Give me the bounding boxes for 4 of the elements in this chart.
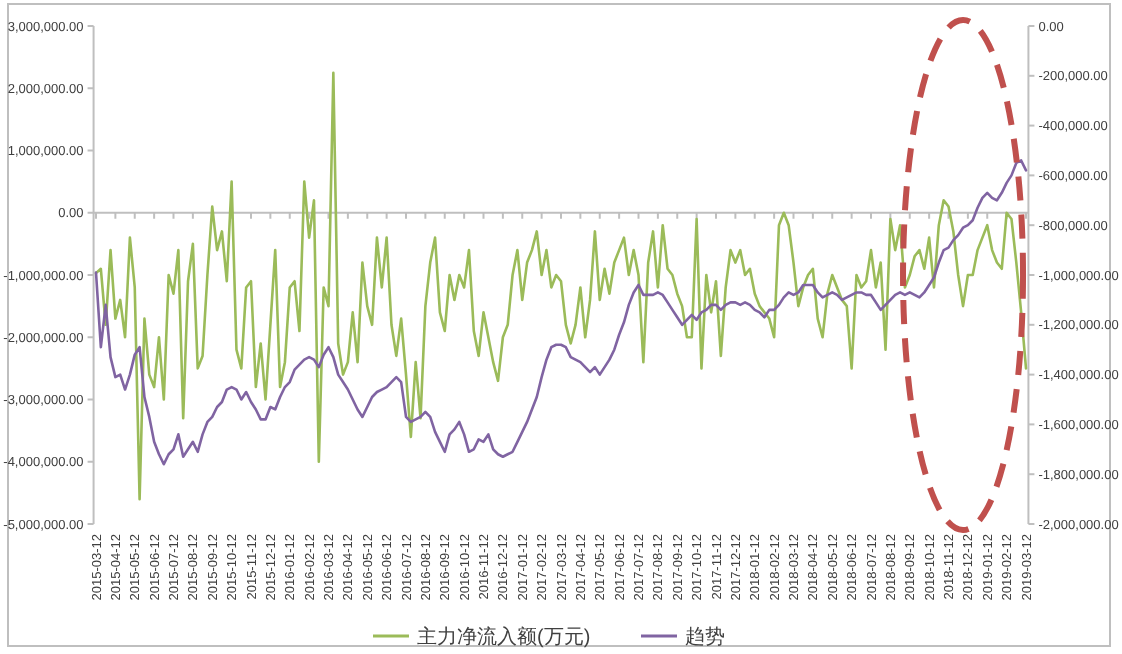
legend-label: 趋势	[685, 625, 725, 649]
line-series	[94, 71, 1028, 501]
legend-label: 主力净流入额(万元)	[417, 625, 591, 649]
line-series	[94, 159, 1028, 466]
